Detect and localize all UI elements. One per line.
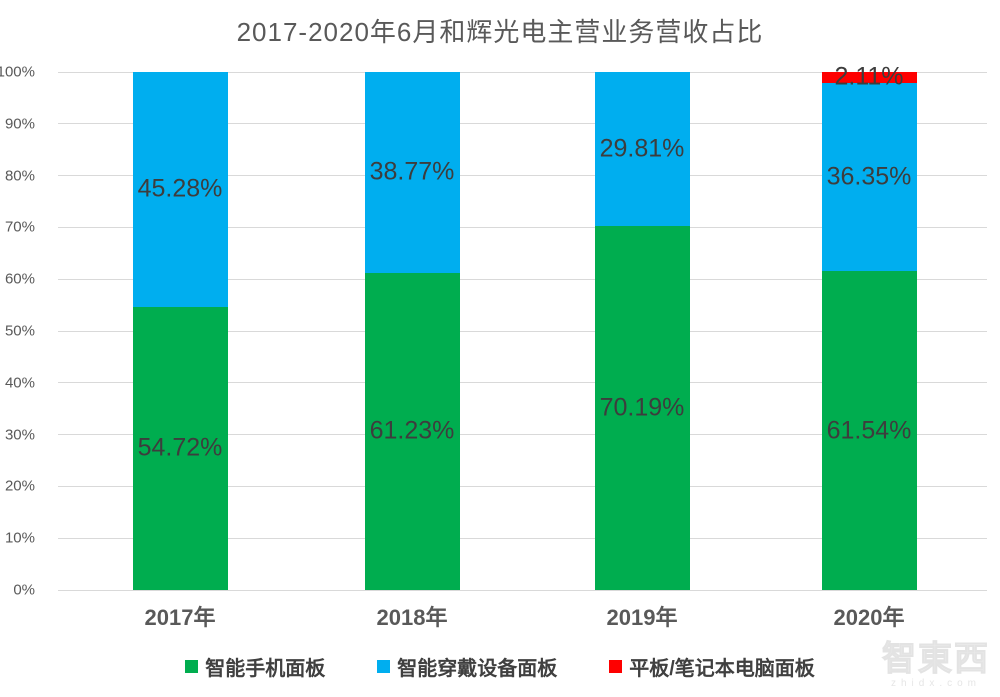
x-axis-category-label: 2020年 <box>833 605 905 630</box>
y-axis-tick-label: 10% <box>4 529 35 547</box>
gridline <box>58 485 987 487</box>
bar-segment-智能穿戴设备面板 <box>594 72 690 227</box>
gridline <box>58 330 987 332</box>
bar-segment-智能手机面板 <box>821 271 917 590</box>
bar-segment-智能穿戴设备面板 <box>821 82 917 272</box>
gridline <box>58 382 987 384</box>
gridline <box>58 123 987 125</box>
plot-area: 100% 90% 80% 70% 60% 50% 40% 30% 20% 10% 0% 54.72% 4… <box>0 63 987 599</box>
legend-swatch-icon <box>377 660 391 673</box>
data-label: 61.23% <box>369 416 455 445</box>
y-axis-tick-label: 80% <box>4 167 35 185</box>
legend-swatch-icon <box>185 660 199 673</box>
data-label: 38.77% <box>369 157 455 186</box>
gridline <box>58 278 987 280</box>
y-axis-tick-label: 0% <box>13 581 35 599</box>
bar-segment-智能手机面板 <box>132 306 228 590</box>
bar-segment-平板/笔记本电脑面板 <box>821 72 917 83</box>
y-axis-tick-label: 20% <box>4 477 35 495</box>
y-axis-tick-label: 40% <box>4 374 35 392</box>
legend-label: 智能穿戴设备面板 <box>397 658 558 680</box>
y-axis-tick-label: 50% <box>4 322 35 340</box>
gridline <box>58 537 987 539</box>
x-axis-category-label: 2019年 <box>606 605 678 630</box>
chart-title: 2017-2020年6月和辉光电主营业务营收占比 <box>236 17 764 47</box>
y-axis-tick-label: 60% <box>4 270 35 288</box>
watermark-url: zhidx.com <box>890 678 981 689</box>
legend-label: 平板/笔记本电脑面板 <box>629 658 815 680</box>
y-axis-tick-label: 90% <box>4 115 35 133</box>
gridline <box>58 71 987 73</box>
data-label: 2.11% <box>834 62 904 91</box>
watermark-logo: 智東西 <box>882 640 990 679</box>
legend-swatch-icon <box>609 660 623 673</box>
y-axis-tick-label: 30% <box>4 426 35 444</box>
bar-segment-智能穿戴设备面板 <box>364 72 460 273</box>
data-label: 45.28% <box>137 174 223 203</box>
bar-segment-智能穿戴设备面板 <box>132 72 228 307</box>
y-axis-tick-label: 100% <box>0 63 35 81</box>
gridline <box>58 589 987 591</box>
gridline <box>58 434 987 436</box>
bar-segment-智能手机面板 <box>594 226 690 590</box>
gridline <box>58 226 987 228</box>
data-label: 70.19% <box>599 393 685 422</box>
legend: 智能手机面板 智能穿戴设备面板 平板/笔记本电脑面板 <box>0 652 1000 681</box>
x-axis-category-label: 2018年 <box>376 605 448 630</box>
data-label: 29.81% <box>599 134 685 163</box>
legend-item: 智能手机面板 <box>185 652 325 681</box>
y-axis-tick-label: 70% <box>4 218 35 236</box>
data-label: 61.54% <box>826 416 912 445</box>
data-label: 36.35% <box>826 162 912 191</box>
data-label: 54.72% <box>137 433 223 462</box>
legend-label: 智能手机面板 <box>205 658 326 680</box>
gridline <box>58 175 987 177</box>
bar-segment-智能手机面板 <box>364 272 460 590</box>
legend-item: 智能穿戴设备面板 <box>377 652 557 681</box>
legend-item: 平板/笔记本电脑面板 <box>609 652 815 681</box>
watermark: 智東西 zhidx.com <box>882 631 990 690</box>
x-axis-category-label: 2017年 <box>144 605 216 630</box>
